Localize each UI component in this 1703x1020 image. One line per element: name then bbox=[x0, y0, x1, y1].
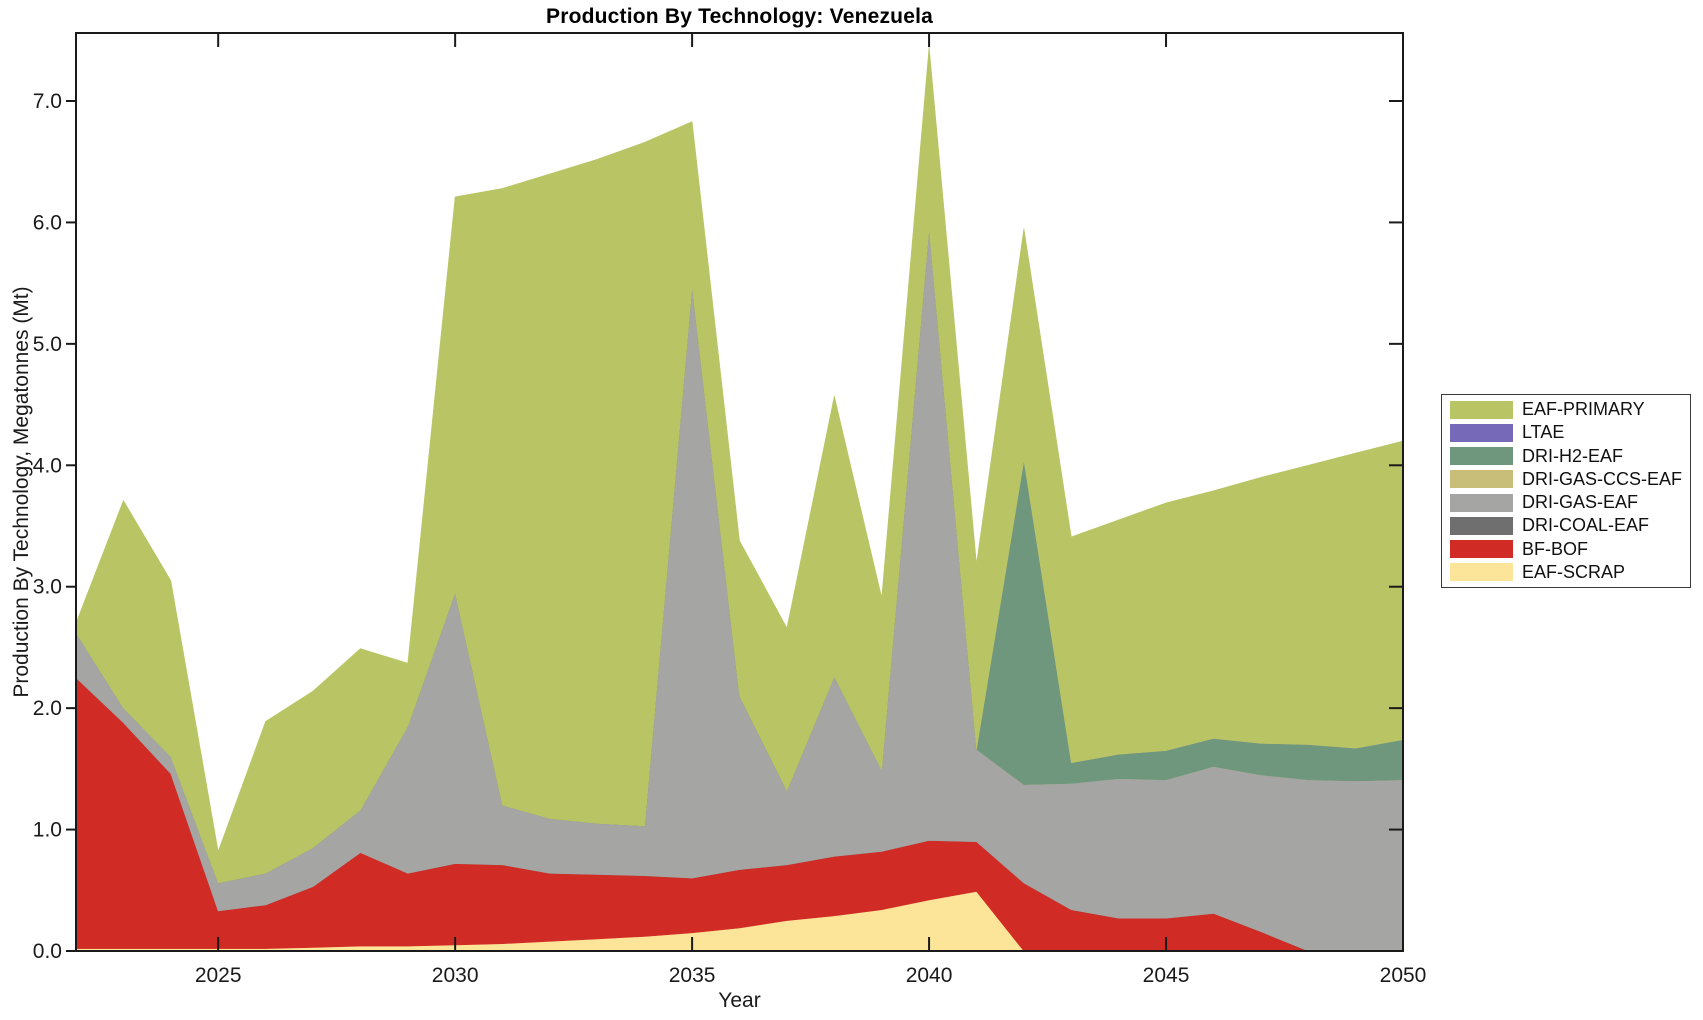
legend: EAF-PRIMARY LTAE DRI-H2-EAF DRI-GAS-CCS-EAF… bbox=[1441, 394, 1691, 588]
legend-label: LTAE bbox=[1522, 422, 1565, 443]
legend-swatch bbox=[1450, 400, 1513, 419]
legend-label: DRI-H2-EAF bbox=[1522, 445, 1624, 466]
legend-label: DRI-GAS-CCS-EAF bbox=[1522, 468, 1683, 489]
y-tick-label: 5.0 bbox=[33, 333, 62, 356]
y-tick-label: 0.0 bbox=[33, 940, 62, 963]
y-tick-label: 1.0 bbox=[33, 819, 62, 842]
y-tick-label: 7.0 bbox=[33, 90, 62, 113]
legend-swatch bbox=[1450, 493, 1513, 512]
legend-item-bf-bof: BF-BOF bbox=[1442, 538, 1690, 561]
legend-swatch bbox=[1450, 540, 1513, 559]
legend-item-dri-h2-eaf: DRI-H2-EAF bbox=[1442, 445, 1690, 468]
chart-title: Production By Technology: Venezuela bbox=[546, 5, 933, 28]
legend-label: BF-BOF bbox=[1522, 538, 1588, 559]
x-tick-label: 2050 bbox=[1380, 964, 1427, 987]
legend-item-dri-gas-ccs-eaf: DRI-GAS-CCS-EAF bbox=[1442, 468, 1690, 491]
legend-swatch bbox=[1450, 563, 1513, 582]
legend-swatch bbox=[1450, 470, 1513, 489]
legend-swatch bbox=[1450, 423, 1513, 442]
legend-label: DRI-COAL-EAF bbox=[1522, 515, 1650, 536]
x-tick-label: 2035 bbox=[669, 964, 716, 987]
x-tick-label: 2040 bbox=[906, 964, 953, 987]
legend-label: EAF-PRIMARY bbox=[1522, 399, 1645, 420]
y-tick-label: 2.0 bbox=[33, 697, 62, 720]
legend-label: EAF-SCRAP bbox=[1522, 561, 1626, 582]
x-tick-label: 2025 bbox=[195, 964, 242, 987]
y-tick-label: 4.0 bbox=[33, 454, 62, 477]
legend-item-eaf-primary: EAF-PRIMARY bbox=[1442, 398, 1690, 421]
y-axis-label: Production By Technology, Megatonnes (Mt… bbox=[10, 286, 33, 698]
legend-item-ltae: LTAE bbox=[1442, 421, 1690, 444]
legend-swatch bbox=[1450, 516, 1513, 535]
plot-border bbox=[75, 32, 1404, 952]
x-axis-label: Year bbox=[718, 989, 761, 1012]
legend-item-dri-coal-eaf: DRI-COAL-EAF bbox=[1442, 514, 1690, 537]
legend-label: DRI-GAS-EAF bbox=[1522, 492, 1639, 513]
x-tick-label: 2030 bbox=[432, 964, 479, 987]
x-tick-label: 2045 bbox=[1143, 964, 1190, 987]
y-tick-label: 6.0 bbox=[33, 211, 62, 234]
y-tick-label: 3.0 bbox=[33, 576, 62, 599]
legend-item-eaf-scrap: EAF-SCRAP bbox=[1442, 561, 1690, 584]
legend-swatch bbox=[1450, 447, 1513, 466]
legend-item-dri-gas-eaf: DRI-GAS-EAF bbox=[1442, 491, 1690, 514]
